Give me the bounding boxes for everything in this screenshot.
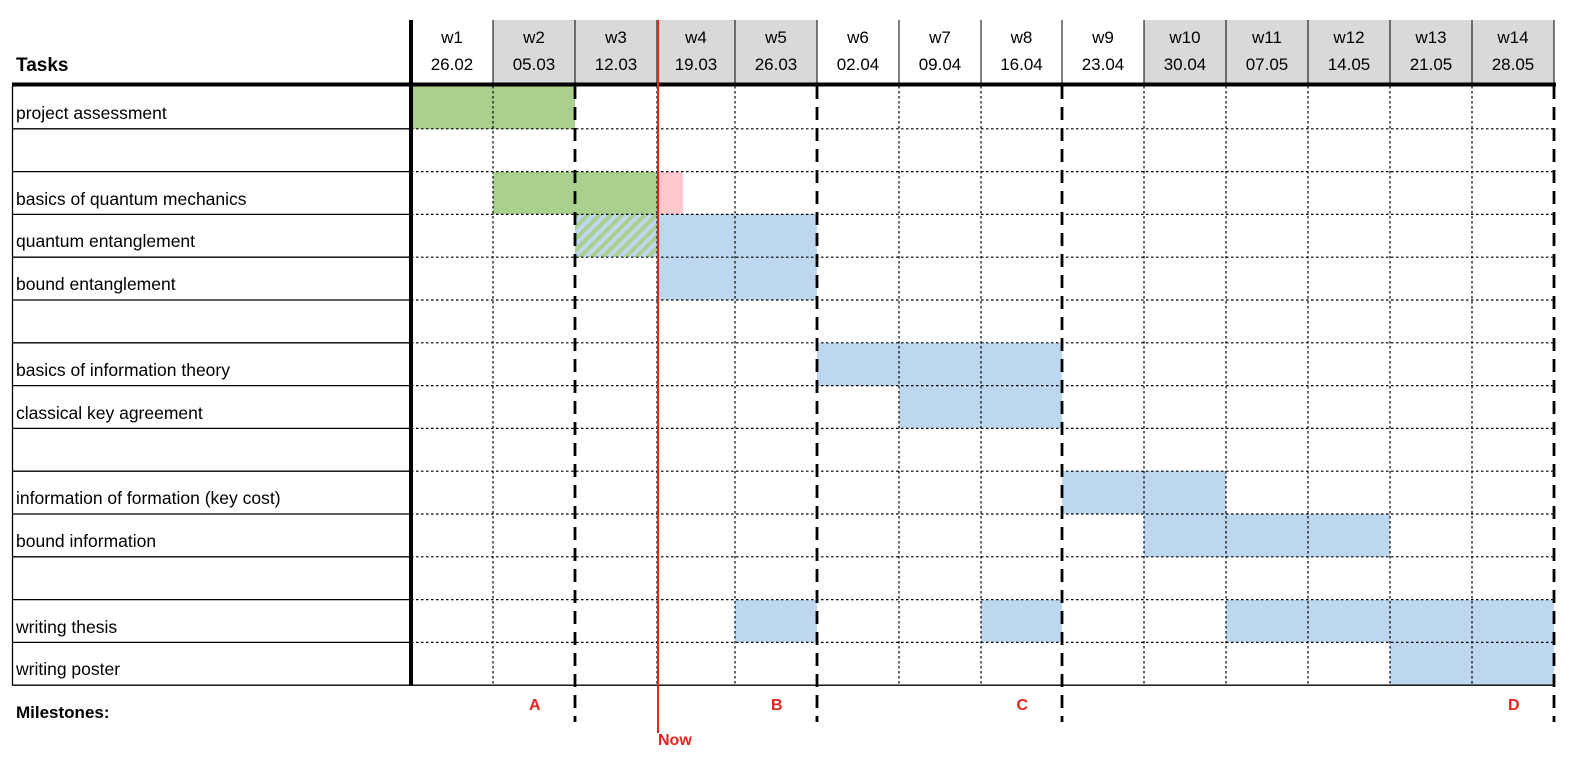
week-date: 28.05 xyxy=(1491,55,1535,74)
week-date: 26.03 xyxy=(754,55,798,74)
task-bar-done xyxy=(411,86,575,129)
task-label: quantum entanglement xyxy=(16,231,196,252)
week-header-10: w10 30.04 xyxy=(1144,20,1226,84)
task-bar-done xyxy=(493,171,657,215)
week-number: w8 xyxy=(1010,28,1033,47)
week-date: 21.05 xyxy=(1409,55,1453,74)
week-number: w13 xyxy=(1415,28,1447,47)
milestone-label: D xyxy=(1508,697,1520,714)
task-label: basics of quantum mechanics xyxy=(16,188,247,209)
task-bar-planned xyxy=(817,342,1062,386)
week-number: w12 xyxy=(1333,28,1365,47)
week-header-6: w6 02.04 xyxy=(817,20,899,84)
week-header-12: w12 14.05 xyxy=(1308,20,1390,84)
task-bar-planned xyxy=(981,599,1062,643)
task-bar-planned xyxy=(899,385,1062,429)
week-date: 12.03 xyxy=(594,55,638,74)
week-header-7: w7 09.04 xyxy=(899,20,981,84)
week-date: 05.03 xyxy=(512,55,556,74)
week-header-13: w13 21.05 xyxy=(1390,20,1472,84)
week-number: w4 xyxy=(685,28,707,47)
task-bar-planned xyxy=(657,214,817,258)
week-date: 14.05 xyxy=(1327,55,1371,74)
task-label: bound entanglement xyxy=(16,274,176,295)
task-label: basics of information theory xyxy=(16,359,230,380)
week-date: 09.04 xyxy=(918,55,962,74)
task-label: writing thesis xyxy=(16,616,118,637)
week-number: w6 xyxy=(847,28,869,47)
week-number: w1 xyxy=(441,28,463,47)
task-bar-planned xyxy=(1144,514,1390,557)
task-bar-overdue xyxy=(657,171,683,215)
milestone-label: B xyxy=(771,697,783,714)
week-number: w14 xyxy=(1497,28,1529,47)
week-header-4: w4 19.03 xyxy=(657,20,735,84)
week-date: 19.03 xyxy=(674,55,718,74)
week-number: w10 xyxy=(1169,28,1201,47)
task-label: bound information xyxy=(16,531,157,551)
week-header-1: w1 26.02 xyxy=(411,20,493,84)
milestone-label: A xyxy=(529,697,541,714)
week-header-2: w2 05.03 xyxy=(493,20,575,84)
week-date: 23.04 xyxy=(1081,55,1125,74)
week-number: w11 xyxy=(1252,28,1282,47)
week-date: 02.04 xyxy=(836,55,880,74)
milestone-label: C xyxy=(1016,697,1029,714)
task-bar-planned xyxy=(1226,599,1554,643)
week-header-11: w11 07.05 xyxy=(1226,20,1308,84)
week-header-5: w5 26.03 xyxy=(735,20,817,84)
week-number: w7 xyxy=(929,28,951,47)
week-date: 26.02 xyxy=(430,55,474,74)
task-bar-planned xyxy=(1390,642,1554,686)
milestones-title: Milestones: xyxy=(16,703,110,722)
week-header-14: w14 28.05 xyxy=(1472,20,1554,84)
week-date: 07.05 xyxy=(1245,55,1289,74)
task-label: writing poster xyxy=(16,659,121,680)
task-bar-planned xyxy=(735,599,817,643)
task-bar-partial xyxy=(575,214,657,258)
week-date: 30.04 xyxy=(1163,55,1207,74)
week-header-9: w9 23.04 xyxy=(1062,20,1144,84)
week-number: w5 xyxy=(765,28,787,47)
tasks-column-title: Tasks xyxy=(16,55,69,76)
week-header-3: w3 12.03 xyxy=(575,20,657,84)
task-label: project assessment xyxy=(16,103,167,123)
now-label: Now xyxy=(658,732,692,749)
task-bar-planned xyxy=(1062,471,1226,514)
task-label: information of formation (key cost) xyxy=(16,488,281,509)
week-date: 16.04 xyxy=(1000,55,1043,74)
week-number: w3 xyxy=(605,28,627,47)
task-label: classical key agreement xyxy=(16,402,203,423)
week-number: w9 xyxy=(1092,28,1114,47)
task-bar-planned xyxy=(657,257,817,300)
week-number: w2 xyxy=(523,28,545,47)
week-header-8: w8 16.04 xyxy=(981,20,1062,84)
